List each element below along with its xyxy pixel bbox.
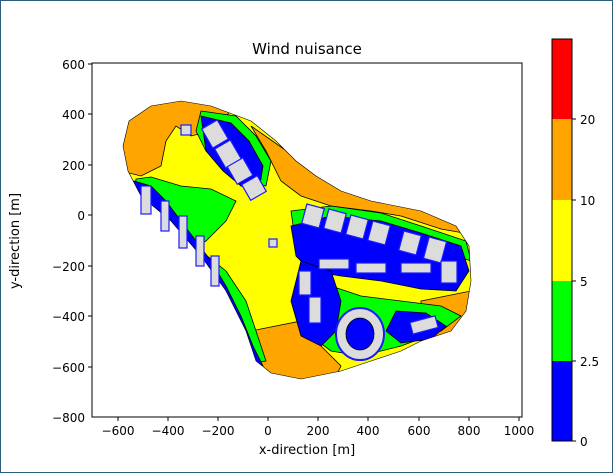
x-tick-label: −200 (202, 424, 235, 438)
y-tick: −200 (52, 260, 92, 274)
building (178, 215, 188, 249)
building (268, 238, 278, 248)
building (397, 230, 423, 256)
x-tick-label: −400 (152, 424, 185, 438)
y-tick: −800 (52, 411, 85, 425)
building (140, 185, 152, 215)
building (318, 258, 350, 270)
buildings (140, 119, 458, 335)
building (344, 214, 370, 240)
building (366, 220, 392, 246)
colorbar-tick-label: 2.5 (580, 355, 599, 369)
building (308, 296, 322, 324)
building (210, 255, 220, 287)
y-axis: 600 400 200 0 −200 −400 −600 −800 (52, 58, 92, 425)
plot-area (91, 62, 523, 418)
y-tick-label: −400 (52, 310, 85, 324)
y-tick: 400 (62, 108, 92, 122)
x-tick: 600 (408, 417, 431, 438)
building (409, 315, 439, 335)
building (298, 270, 312, 296)
x-tick: 800 (458, 417, 481, 438)
colorbar-tick: 2.5 (572, 355, 599, 369)
colorbar-band-red (552, 39, 572, 119)
y-tick: −400 (52, 310, 92, 324)
building (200, 119, 230, 149)
colorbar-band-yellow (552, 200, 572, 281)
x-tick-label: 800 (458, 424, 481, 438)
chart-title: Wind nuisance (252, 40, 362, 58)
y-tick-label: 200 (62, 159, 85, 173)
y-tick-label: 600 (62, 58, 85, 72)
building (300, 203, 326, 229)
y-tick-label: 0 (77, 209, 85, 223)
colorbar-tick: 5 (572, 275, 588, 289)
y-tick: 200 (62, 159, 92, 173)
colorbar-tick: 0 (572, 435, 588, 449)
building (195, 235, 205, 267)
building (160, 200, 170, 232)
building (226, 157, 254, 185)
colorbar-band-orange (552, 119, 572, 200)
x-tick-label: 1000 (504, 424, 535, 438)
colorbar-tick-label: 0 (580, 435, 588, 449)
x-tick: −600 (102, 417, 135, 438)
building (440, 260, 458, 284)
building (240, 174, 268, 202)
colorbar-band-blue (552, 361, 572, 441)
y-axis-label: y-direction [m] (8, 193, 23, 289)
plot-border (91, 62, 523, 418)
stadium (335, 307, 385, 361)
x-tick-label: 400 (357, 424, 380, 438)
colorbar: 20 10 5 2.5 0 (551, 38, 599, 449)
x-tick-label: 0 (264, 424, 272, 438)
colorbar-tick-label: 5 (580, 275, 588, 289)
x-tick: −400 (152, 417, 185, 438)
colorbar-border (551, 38, 573, 442)
building (322, 208, 348, 234)
colorbar-tick: 10 (572, 194, 595, 208)
x-axis-label: x-direction [m] (259, 443, 355, 458)
building (180, 124, 192, 136)
x-tick-label: 200 (307, 424, 330, 438)
x-tick-label: 600 (408, 424, 431, 438)
colorbar-tick-label: 10 (580, 194, 595, 208)
y-tick-label: −600 (52, 361, 85, 375)
x-tick: −200 (202, 417, 235, 438)
colorbar-tick: 20 (572, 113, 595, 127)
y-tick-label: −200 (52, 260, 85, 274)
colorbar-band-green (552, 281, 572, 361)
x-tick: 200 (307, 417, 330, 438)
x-tick: 1000 (504, 417, 535, 438)
building (422, 236, 448, 264)
y-tick: 0 (77, 209, 92, 223)
building (355, 262, 387, 274)
x-tick: 0 (264, 417, 272, 438)
y-tick: −600 (52, 361, 92, 375)
y-tick: 600 (62, 58, 92, 72)
building (400, 262, 432, 274)
colorbar-tick-label: 20 (580, 113, 595, 127)
y-tick-label: −800 (52, 411, 85, 425)
x-axis: −600 −400 −200 0 200 400 600 800 1000 (102, 417, 535, 438)
y-tick-label: 400 (62, 108, 85, 122)
stadium-field (345, 317, 375, 351)
x-tick: 400 (357, 417, 380, 438)
x-tick-label: −600 (102, 424, 135, 438)
